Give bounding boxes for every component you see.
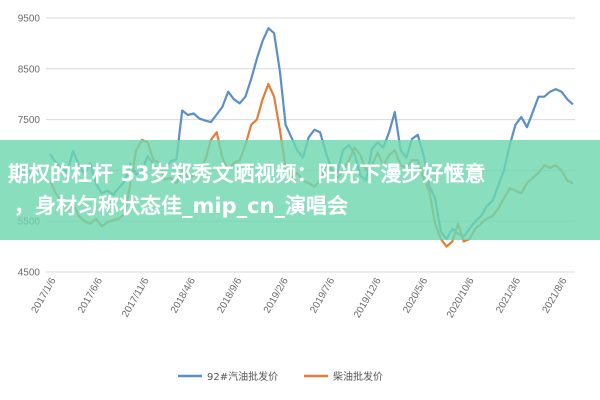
headline-overlay-banner: 期权的杠杆 53岁郑秀文晒视频：阳光下漫步好惬意 ，身材匀称状态佳_mip_cn… <box>0 140 600 240</box>
legend-label: 柴油批发价 <box>333 370 383 383</box>
x-tick-label: 2020/5/6 <box>401 276 430 316</box>
y-tick-label: 4500 <box>18 268 41 279</box>
headline-line-2: ，身材匀称状态佳_mip_cn_演唱会 <box>14 194 349 218</box>
x-tick-label: 2018/9/6 <box>215 276 244 316</box>
x-tick-label: 2017/6/6 <box>76 276 105 316</box>
x-tick-label: 2021/3/6 <box>494 276 523 316</box>
x-tick-label: 2021/8/6 <box>541 276 570 316</box>
x-tick-label: 2018/4/6 <box>169 276 198 316</box>
x-axis-ticks: 2017/1/6 2017/6/6 2017/11/6 2018/4/6 2018/9/… <box>30 276 570 320</box>
legend-label: 92#汽油批发价 <box>207 370 278 383</box>
x-tick-label: 2020/10/6 <box>445 276 477 320</box>
x-tick-label: 2017/1/6 <box>30 276 59 316</box>
x-tick-label: 2019/7/6 <box>308 276 337 316</box>
y-tick-label: 9500 <box>18 14 41 25</box>
x-tick-label: 2017/11/6 <box>120 276 152 320</box>
legend: 92#汽油批发价 柴油批发价 <box>178 370 383 383</box>
y-tick-label: 7500 <box>18 115 41 126</box>
y-tick-label: 8500 <box>18 64 41 75</box>
headline-line-1: 期权的杠杆 53岁郑秀文晒视频：阳光下漫步好惬意 <box>8 162 486 186</box>
x-tick-label: 2019/2/6 <box>262 276 291 316</box>
x-tick-label: 2019/12/6 <box>352 276 384 320</box>
